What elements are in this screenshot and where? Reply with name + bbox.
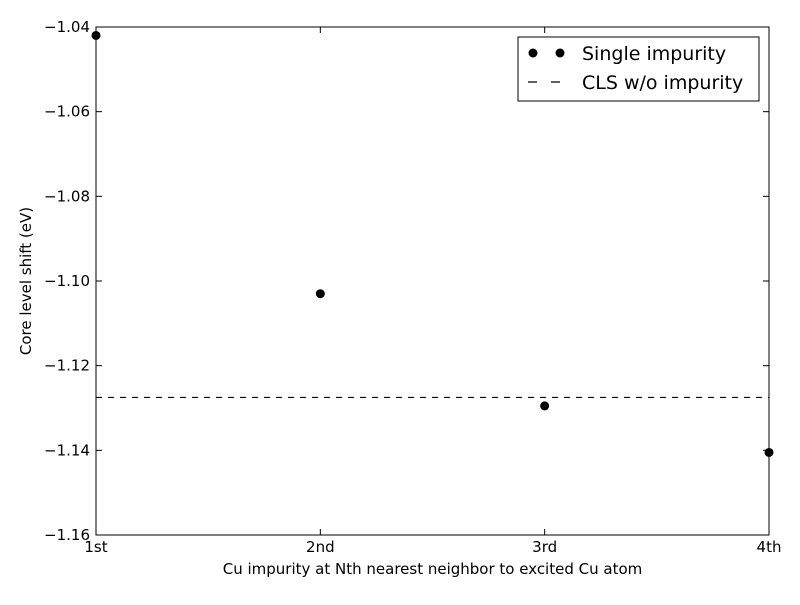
y-tick-label: −1.14 bbox=[44, 441, 90, 459]
points-layer bbox=[91, 30, 774, 457]
data-point bbox=[540, 401, 550, 411]
legend-marker-single-impurity bbox=[555, 48, 565, 58]
y-tick-label: −1.12 bbox=[44, 357, 90, 375]
y-tick-label: −1.10 bbox=[44, 272, 90, 290]
legend-marker-single-impurity bbox=[528, 48, 538, 58]
legend-label-cls: CLS w/o impurity bbox=[582, 72, 743, 94]
legend: Single impurity CLS w/o impurity bbox=[517, 36, 760, 102]
y-axis-label: Core level shift (eV) bbox=[17, 207, 35, 355]
legend-box bbox=[517, 36, 760, 102]
x-tick-label: 2nd bbox=[306, 538, 335, 556]
x-axis-label: Cu impurity at Nth nearest neighbor to e… bbox=[223, 560, 643, 578]
plot-frame bbox=[95, 26, 770, 536]
y-tick-label: −1.16 bbox=[44, 526, 90, 544]
y-tick-label: −1.08 bbox=[44, 187, 90, 205]
y-tick-label: −1.06 bbox=[44, 103, 90, 121]
y-tick-label: −1.04 bbox=[44, 18, 90, 36]
tick-labels-layer: −1.16 −1.14 −1.12 −1.10 −1.08 −1.06 −1.04 1st 2n… bbox=[44, 18, 781, 556]
x-tick-label: 4th bbox=[757, 538, 782, 556]
x-tick-label: 1st bbox=[84, 538, 107, 556]
legend-label-single-impurity: Single impurity bbox=[582, 43, 726, 65]
data-point bbox=[315, 289, 325, 299]
x-tick-label: 3rd bbox=[532, 538, 557, 556]
